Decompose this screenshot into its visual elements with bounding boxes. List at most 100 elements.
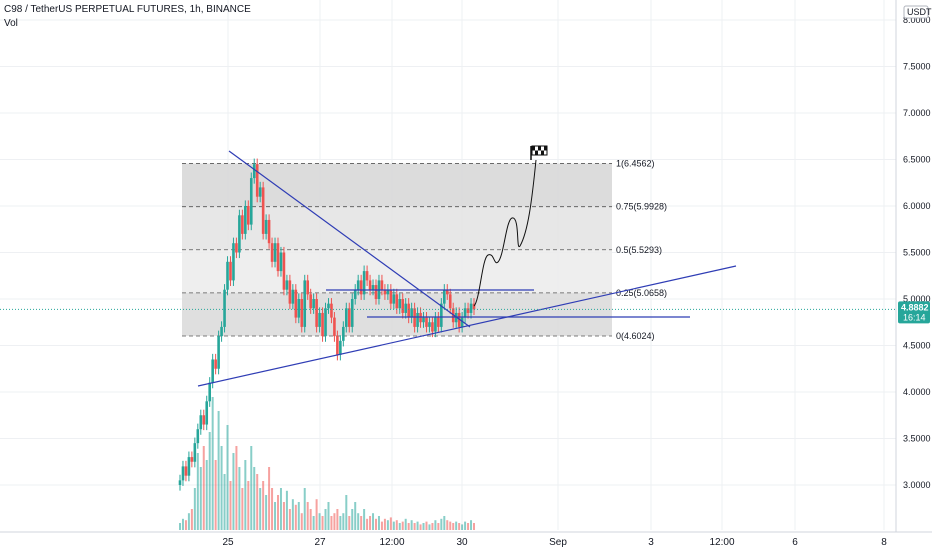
candle-body: [178, 480, 182, 485]
volume-bar: [318, 513, 321, 530]
candle-body: [181, 466, 185, 481]
candle-body: [303, 280, 307, 327]
fib-level-label: 0.75(5.9928): [616, 202, 667, 212]
volume-bar: [389, 517, 392, 530]
candle-body: [208, 382, 211, 402]
candle-body: [404, 303, 407, 313]
candle-body: [359, 280, 363, 295]
ascending-trendline: [197, 265, 737, 387]
candle-body: [401, 299, 405, 313]
volume-bar: [241, 488, 244, 530]
volume-bar: [357, 513, 360, 530]
candle-body: [350, 299, 354, 327]
volume-bar: [291, 499, 294, 530]
volume-bar: [440, 518, 443, 530]
volume-bar: [211, 397, 214, 530]
candle-body: [386, 289, 390, 295]
candle-body: [356, 280, 360, 290]
volume-bar: [464, 521, 467, 530]
volume-bar: [386, 520, 389, 530]
price-tick-label: 7.5000: [903, 62, 931, 72]
fib-zone: [182, 206, 612, 250]
candle-body: [300, 299, 304, 327]
volume-bar: [181, 518, 184, 530]
candle-body: [238, 215, 241, 253]
candle-body: [440, 303, 443, 327]
volume-bar: [232, 453, 235, 530]
fib-level-label: 1(6.4562): [616, 159, 655, 169]
time-tick-label: 8: [881, 537, 887, 548]
volume-bar: [404, 518, 407, 530]
descending-trendline: [228, 150, 471, 328]
candle-body: [220, 326, 223, 337]
volume-bar: [470, 520, 473, 530]
candle-body: [270, 243, 274, 262]
volume-bar: [354, 502, 357, 530]
candle-body: [196, 429, 200, 444]
volume-bar: [392, 521, 395, 530]
candle-body: [472, 303, 476, 310]
volume-bar: [324, 509, 327, 530]
candle-body: [371, 285, 375, 290]
candle-body: [466, 308, 470, 313]
volume-bar: [380, 521, 383, 530]
candle-body: [422, 317, 425, 323]
time-tick-label: 12:00: [379, 537, 404, 548]
candle-body: [443, 289, 446, 304]
last-price-tag: [898, 301, 930, 324]
volume-bar: [407, 523, 410, 530]
fib-zone: [182, 249, 612, 293]
volume-bar: [327, 502, 330, 530]
candle-body: [318, 312, 321, 327]
volume-bar: [383, 518, 386, 530]
candle-body: [347, 308, 351, 327]
candle-body: [264, 219, 268, 234]
volume-bar: [268, 467, 271, 530]
volume-bar: [452, 523, 455, 530]
volume-bar: [259, 488, 262, 530]
volume-bar: [455, 521, 458, 530]
time-tick-label: 12:00: [709, 537, 734, 548]
candle-body: [345, 308, 348, 327]
volume-label: Vol: [4, 18, 18, 29]
candle-body: [416, 312, 419, 327]
candle-body: [398, 299, 402, 309]
candle-body: [294, 289, 298, 318]
candle-body: [395, 294, 399, 309]
volume-bar: [345, 495, 348, 530]
volume-bar: [294, 504, 297, 530]
fib-level-label: 0(4.6024): [616, 331, 655, 341]
volume-bar: [303, 488, 306, 530]
fib-zone: [182, 163, 612, 207]
volume-bar: [336, 509, 339, 530]
price-tick-label: 3.0000: [903, 480, 931, 490]
bar-countdown: 16:14: [903, 312, 926, 322]
price-tick-label: 6.0000: [903, 201, 931, 211]
time-tick-label: 3: [648, 537, 654, 548]
candle-body: [333, 317, 336, 337]
volume-bar: [312, 516, 315, 530]
fib-level-label: 0.5(5.5293): [616, 245, 662, 255]
volume-bar: [437, 523, 440, 530]
price-tick-label: 3.5000: [903, 434, 931, 444]
volume-bar: [342, 513, 345, 530]
candle-body: [273, 243, 277, 262]
volume-bar: [333, 513, 336, 530]
volume-bar: [473, 523, 475, 530]
candle-body: [460, 317, 464, 327]
candle-body: [428, 322, 431, 327]
volume-bar: [398, 523, 401, 530]
volume-bar: [419, 524, 422, 530]
time-tick-label: 6: [792, 537, 798, 548]
candle-body: [288, 280, 292, 304]
volume-bar: [306, 502, 309, 530]
symbol-title: C98 / TetherUS PERPETUAL FUTURES, 1h, BI…: [4, 4, 251, 15]
candle-body: [276, 243, 280, 272]
volume-bar: [377, 516, 380, 530]
volume-bar: [449, 521, 452, 530]
candle-body: [336, 336, 339, 355]
candle-body: [339, 340, 342, 355]
candle-body: [232, 243, 235, 281]
volume-bar: [220, 446, 223, 530]
